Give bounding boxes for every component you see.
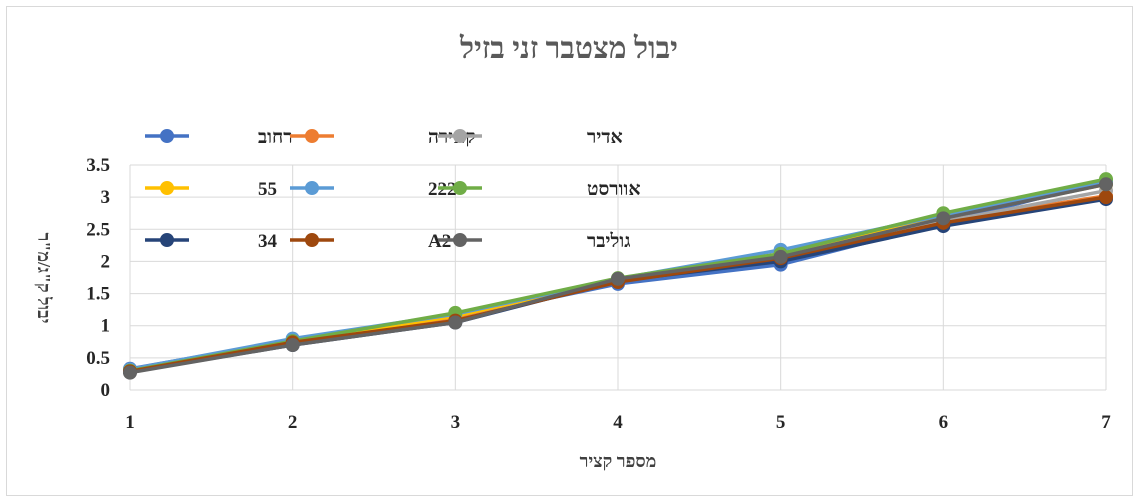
x-tick-label: 3 [451, 412, 461, 433]
data-point [773, 249, 788, 264]
data-point [123, 365, 137, 380]
chart-area [6, 6, 1133, 496]
legend-key-marker [453, 129, 467, 143]
data-point [1099, 177, 1113, 192]
y-axis: 0 0.5 1 1.5 2 2.5 3 3.5 [86, 155, 110, 401]
legend-item-0: רחוב [145, 127, 293, 148]
data-point [448, 315, 463, 330]
legend-key-marker [305, 181, 319, 195]
x-tick-label: 1 [125, 412, 135, 433]
y-tick-label: 1.5 [86, 284, 110, 305]
y-tick-label: 3 [101, 187, 111, 208]
y-tick-label: 2 [101, 251, 111, 272]
chart-title: יבול מצטבר זני בזיל [459, 32, 678, 65]
series-8 [123, 177, 1113, 380]
y-tick-label: 3.5 [86, 155, 110, 176]
legend-item-2: אדיר [438, 127, 623, 148]
legend-key-marker [305, 129, 319, 143]
series-layer [123, 172, 1113, 380]
x-tick-label: 2 [288, 412, 298, 433]
y-tick-label: 1 [101, 316, 111, 337]
legend-key-marker [305, 233, 319, 247]
legend-key-marker [160, 181, 174, 195]
legend-key-marker [453, 233, 467, 247]
y-tick-label: 0.5 [86, 348, 110, 369]
legend-key-marker [160, 233, 174, 247]
data-point [285, 338, 300, 352]
legend: רחובקאירהאדיר55222אוורסט34A2גוליבר [145, 127, 641, 252]
legend-label: אדיר [587, 127, 623, 148]
legend-label: 55 [258, 179, 277, 200]
legend-label: גוליבר [587, 231, 631, 252]
legend-key-marker [160, 129, 174, 143]
x-tick-label: 5 [776, 412, 786, 433]
legend-item-3: 55 [145, 179, 277, 200]
x-tick-label: 4 [613, 412, 623, 433]
data-point [1099, 190, 1113, 205]
legend-item-8: גוליבר [438, 231, 631, 252]
legend-label: 34 [258, 231, 278, 252]
y-tick-label: 2.5 [86, 219, 110, 240]
legend-item-6: 34 [145, 231, 278, 252]
y-axis-title: יבול ק"ג/מ"ר [34, 233, 54, 324]
x-axis: 1 2 3 4 5 6 7 [125, 412, 1111, 433]
legend-key-marker [453, 181, 467, 195]
x-axis-title: מספר קציר [580, 451, 657, 471]
legend-label: אוורסט [587, 179, 641, 200]
legend-label: רחוב [258, 127, 293, 148]
data-point [936, 211, 951, 226]
x-tick-label: 6 [939, 412, 949, 433]
y-tick-label: 0 [101, 380, 111, 401]
x-tick-label: 7 [1101, 412, 1111, 433]
legend-item-7: A2 [290, 231, 451, 252]
data-point [611, 271, 625, 286]
legend-item-5: אוורסט [438, 179, 641, 200]
